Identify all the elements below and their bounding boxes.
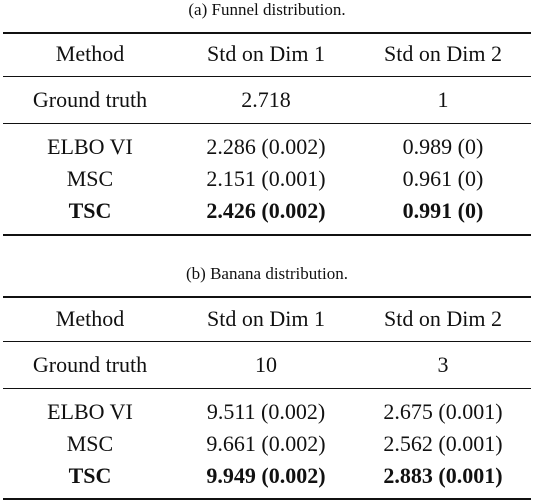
ground-truth-dim1: 10	[255, 352, 277, 377]
row-dim1: 9.661 (0.002)	[206, 431, 326, 456]
row-dim2-highlight: 2.883 (0.001)	[383, 463, 503, 488]
mid-rule	[3, 123, 531, 124]
top-rule	[3, 32, 531, 34]
bottom-rule	[3, 234, 531, 236]
header-rule	[3, 76, 531, 77]
row-dim2: 0.989 (0)	[402, 134, 484, 159]
header-std-dim1: Std on Dim 1	[207, 306, 325, 331]
funnel-table: Method Std on Dim 1 Std on Dim 2 Ground …	[3, 32, 531, 238]
row-dim2-highlight: 0.991 (0)	[402, 198, 484, 223]
header-std-dim1: Std on Dim 1	[207, 41, 325, 66]
header-method: Method	[55, 306, 125, 331]
header-rule	[3, 341, 531, 342]
row-method: MSC	[66, 431, 114, 456]
row-dim1: 9.511 (0.002)	[206, 399, 326, 424]
banana-table: Method Std on Dim 1 Std on Dim 2 Ground …	[3, 296, 531, 502]
funnel-caption: (a) Funnel distribution.	[188, 0, 346, 19]
ground-truth-label: Ground truth	[32, 87, 148, 112]
row-dim2: 2.675 (0.001)	[383, 399, 503, 424]
row-dim2: 0.961 (0)	[402, 166, 484, 191]
row-dim1-highlight: 9.949 (0.002)	[206, 463, 326, 488]
banana-caption: (b) Banana distribution.	[186, 264, 348, 283]
bottom-rule	[3, 498, 531, 500]
row-dim1: 2.151 (0.001)	[206, 166, 326, 191]
row-method: ELBO VI	[47, 399, 133, 424]
row-method-highlight: TSC	[68, 198, 112, 223]
row-dim1: 2.286 (0.002)	[206, 134, 326, 159]
mid-rule	[3, 388, 531, 389]
header-method: Method	[55, 41, 125, 66]
ground-truth-dim2: 3	[437, 352, 449, 377]
row-method-highlight: TSC	[68, 463, 112, 488]
row-method: ELBO VI	[47, 134, 133, 159]
header-std-dim2: Std on Dim 2	[384, 41, 502, 66]
header-std-dim2: Std on Dim 2	[384, 306, 502, 331]
row-dim1-highlight: 2.426 (0.002)	[206, 198, 326, 223]
top-rule	[3, 296, 531, 298]
row-dim2: 2.562 (0.001)	[383, 431, 503, 456]
ground-truth-dim1: 2.718	[241, 87, 291, 112]
row-method: MSC	[66, 166, 114, 191]
ground-truth-label: Ground truth	[32, 352, 148, 377]
ground-truth-dim2: 1	[437, 87, 449, 112]
